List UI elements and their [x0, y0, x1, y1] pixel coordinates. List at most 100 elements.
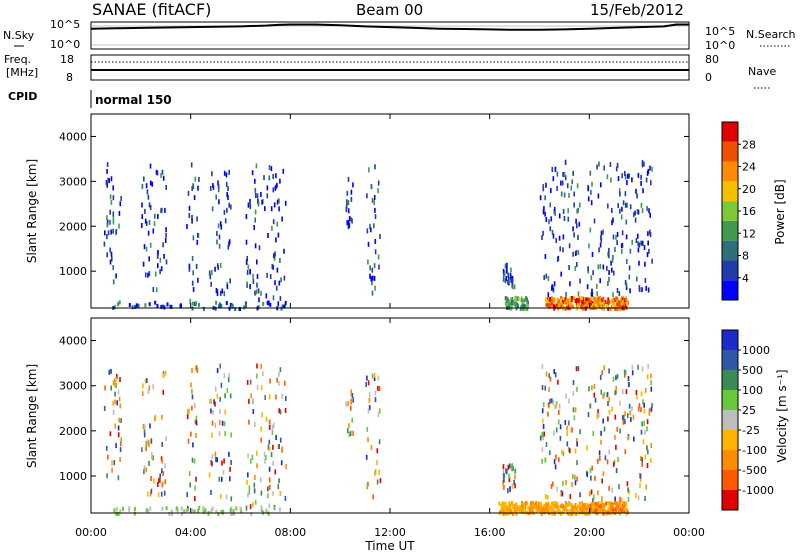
near-range-cell	[570, 304, 573, 309]
scatter-cell	[262, 199, 264, 205]
near-range-cell	[509, 503, 512, 508]
scatter-cell	[576, 262, 578, 267]
scatter-cell	[638, 260, 640, 266]
scatter-cell	[245, 259, 248, 265]
scatter-cell	[216, 239, 218, 245]
scatter-cell	[253, 225, 255, 231]
near-range-cell	[596, 301, 599, 306]
near-range-cell	[520, 304, 523, 309]
near-range-cell	[586, 301, 589, 306]
near-range-cell	[218, 304, 221, 309]
near-range-cell	[588, 504, 591, 509]
scatter-cell	[512, 465, 514, 471]
scatter-cell	[112, 409, 115, 415]
scatter-cell	[249, 198, 251, 204]
near-range-cell	[558, 303, 561, 308]
scatter-cell	[646, 426, 648, 432]
scatter-cell	[152, 228, 155, 234]
scatter-cell	[641, 366, 644, 372]
scatter-cell	[377, 254, 380, 260]
scatter-cell	[219, 409, 221, 414]
scatter-cell	[649, 212, 651, 218]
near-range-cell	[166, 302, 169, 307]
near-range-cell	[626, 301, 628, 306]
scatter-cell	[110, 229, 112, 235]
scatter-cell	[504, 270, 506, 276]
scatter-cell	[552, 233, 555, 239]
scatter-cell	[284, 495, 287, 501]
near-range-cell	[511, 500, 514, 505]
near-range-cell	[545, 299, 548, 304]
scatter-cell	[161, 458, 163, 464]
scatter-cell	[145, 246, 148, 252]
scatter-cell	[270, 452, 273, 458]
scatter-cell	[220, 382, 223, 388]
scatter-cell	[618, 291, 621, 297]
scatter-cell	[635, 238, 638, 243]
scatter-cell	[188, 266, 191, 272]
scatter-cell	[550, 398, 553, 404]
scatter-cell	[509, 272, 512, 278]
nave-tick-top: 80	[705, 53, 719, 66]
scatter-cell	[579, 202, 581, 208]
scatter-cell	[577, 249, 580, 255]
scatter-cell	[193, 458, 196, 464]
scatter-cell	[613, 461, 615, 467]
scatter-cell	[262, 371, 264, 377]
near-range-cell	[133, 507, 136, 511]
scatter-cell	[366, 426, 369, 432]
scatter-cell	[254, 209, 257, 215]
scatter-cell	[222, 469, 225, 475]
near-range-cell	[522, 303, 525, 308]
scatter-cell	[284, 200, 287, 206]
near-range-cell	[561, 504, 563, 509]
scatter-cell	[549, 226, 552, 232]
scatter-cell	[631, 364, 634, 370]
near-range-cell	[584, 505, 586, 510]
scatter-cell	[638, 242, 641, 248]
scatter-cell	[211, 206, 214, 212]
scatter-cell	[587, 186, 590, 192]
scatter-cell	[599, 455, 601, 461]
scatter-cell	[504, 278, 507, 284]
scatter-cell	[615, 166, 618, 172]
scatter-cell	[107, 454, 109, 460]
scatter-cell	[223, 291, 226, 297]
scatter-cell	[377, 385, 379, 391]
near-range-cell	[147, 509, 149, 514]
near-range-cell	[195, 301, 197, 306]
near-range-cell	[586, 503, 589, 508]
scatter-cell	[267, 444, 270, 450]
scatter-cell	[221, 460, 223, 466]
scatter-cell	[143, 465, 146, 471]
scatter-cell	[639, 477, 642, 483]
near-range-cell	[566, 302, 568, 306]
scatter-cell	[368, 397, 371, 403]
near-range-cell	[590, 305, 593, 310]
scatter-cell	[193, 195, 196, 201]
scatter-cell	[195, 263, 198, 269]
scatter-cell	[586, 472, 589, 478]
near-range-cell	[280, 306, 283, 311]
near-range-cell	[193, 509, 196, 514]
scatter-cell	[637, 406, 640, 412]
scatter-cell	[511, 283, 514, 289]
scatter-cell	[188, 263, 191, 269]
scatter-cell	[104, 385, 106, 391]
near-range-cell	[113, 305, 116, 310]
scatter-cell	[549, 450, 551, 456]
near-range-cell	[590, 502, 593, 507]
near-range-cell	[117, 302, 120, 307]
scatter-cell	[270, 206, 273, 212]
near-range-cell	[231, 510, 234, 514]
near-range-cell	[515, 299, 518, 304]
scatter-cell	[270, 166, 273, 172]
scatter-cell	[106, 182, 108, 188]
scatter-cell	[647, 231, 649, 237]
scatter-cell	[506, 469, 508, 475]
near-range-cell	[538, 506, 540, 511]
date-title: 15/Feb/2012	[590, 1, 684, 19]
scatter-cell	[379, 478, 382, 484]
scatter-cell	[351, 417, 353, 423]
near-range-cell	[570, 302, 572, 307]
